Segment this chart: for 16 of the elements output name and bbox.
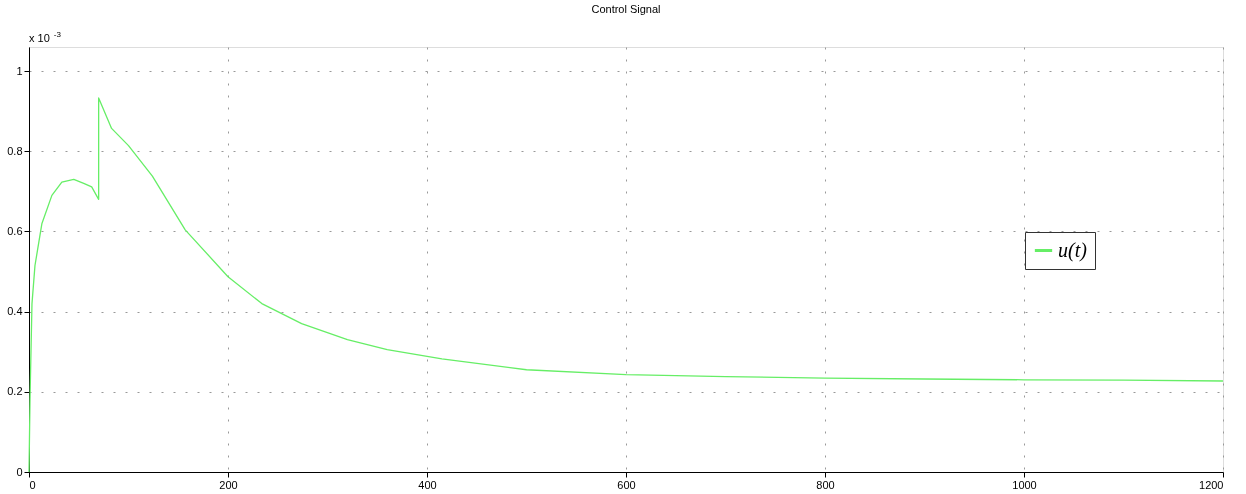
x-tick-label: 400 [418,478,437,491]
y-tick-label: 1 [16,64,23,77]
y-tick-label: 0.4 [7,305,23,318]
x-tick-label: 0 [29,478,36,491]
y-tick-label: 0.6 [7,224,23,237]
legend-label: u(t) [1058,238,1088,262]
text: x 10-3 [29,30,62,44]
y-tick-label: 0 [16,465,23,478]
x-tick-label: 800 [816,478,835,491]
x-tick-label: 600 [617,478,636,491]
x-tick-label: 1000 [1012,478,1037,491]
y-tick-label: 0.8 [7,144,23,157]
y-tick-label: 0.2 [7,385,23,398]
x-tick-label: 200 [219,478,238,491]
chart-title: Control Signal [591,3,661,15]
x-tick-label: 1200 [1199,478,1224,491]
